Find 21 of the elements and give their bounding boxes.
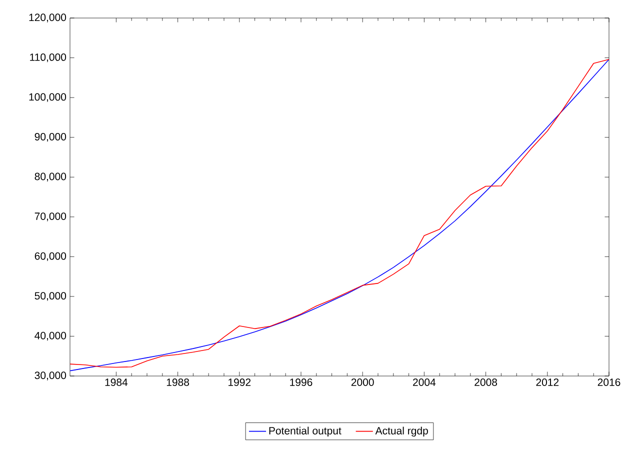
x-tick-label: 2004 xyxy=(413,378,436,386)
x-tick-label: 2016 xyxy=(598,378,620,386)
x-tick-label: 2000 xyxy=(351,378,374,386)
x-tick-label: 2008 xyxy=(474,378,498,386)
y-tick-label: 90,000 xyxy=(34,133,66,142)
x-tick-label: 1996 xyxy=(290,378,312,386)
legend-label: Potential output xyxy=(269,426,342,437)
y-tick-label: 110,000 xyxy=(30,53,66,62)
y-tick-label: 70,000 xyxy=(34,212,66,222)
y-tick-label: 60,000 xyxy=(34,252,66,262)
x-tick-label: 1988 xyxy=(166,378,190,386)
legend-label: Actual rgdp xyxy=(375,426,428,437)
y-tick-label: 50,000 xyxy=(34,292,66,301)
y-tick-label: 100,000 xyxy=(29,93,66,102)
y-tick-label: 40,000 xyxy=(34,332,66,341)
y-tick-label: 120,000 xyxy=(29,14,66,22)
y-tick-label: 80,000 xyxy=(34,172,66,182)
y-tick-label: 30,000 xyxy=(34,372,66,380)
x-tick-label: 1984 xyxy=(105,378,128,386)
x-tick-label: 2012 xyxy=(536,378,559,386)
x-tick-label: 1992 xyxy=(228,378,251,386)
